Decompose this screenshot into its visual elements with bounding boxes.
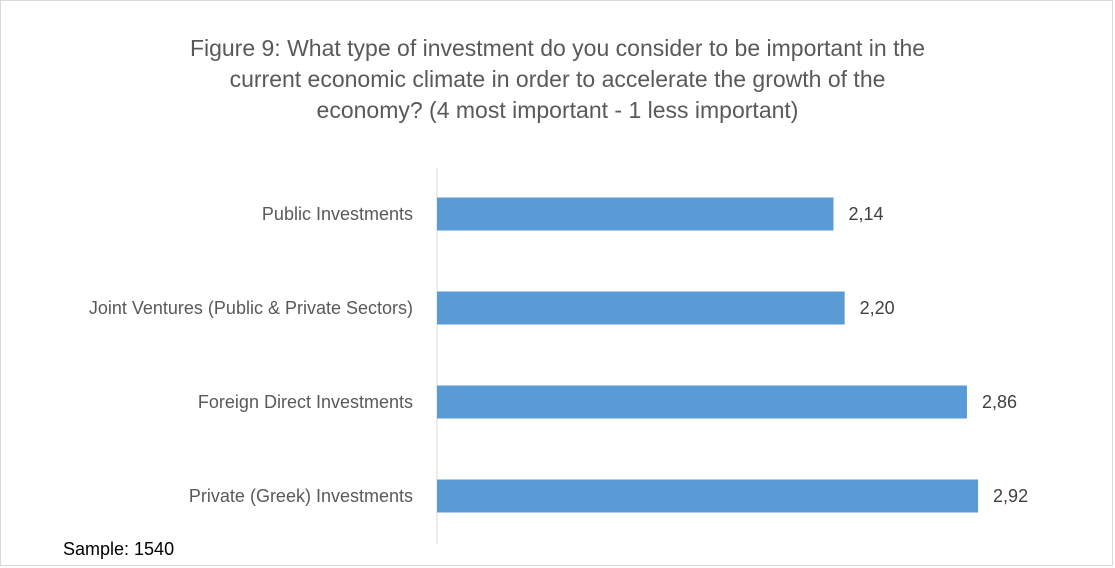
data-label: 2,20 bbox=[860, 298, 895, 318]
data-label: 2,92 bbox=[993, 486, 1028, 506]
bar bbox=[437, 291, 845, 325]
bars-group: Public Investments 2,14 Joint Ventures (Pu… bbox=[89, 197, 1028, 513]
chart-title-line-1: Figure 9: What type of investment do you… bbox=[189, 35, 926, 61]
data-label: 2,14 bbox=[849, 204, 884, 224]
bar bbox=[437, 479, 979, 513]
category-label: Private (Greek) Investments bbox=[189, 486, 413, 506]
bar bbox=[437, 197, 834, 231]
data-label: 2,86 bbox=[982, 392, 1017, 412]
chart-title-line-2: current economic climate in order to acc… bbox=[229, 66, 886, 92]
category-label: Joint Ventures (Public & Private Sectors… bbox=[89, 298, 413, 318]
chart-title-line-3: economy? (4 most important - 1 less impo… bbox=[316, 97, 799, 123]
bar bbox=[437, 385, 967, 419]
sample-footnote: Sample: 1540 bbox=[63, 539, 175, 559]
category-label: Public Investments bbox=[262, 204, 413, 224]
category-label: Foreign Direct Investments bbox=[198, 392, 413, 412]
chart-title: Figure 9: What type of investment do you… bbox=[0, 33, 1115, 126]
